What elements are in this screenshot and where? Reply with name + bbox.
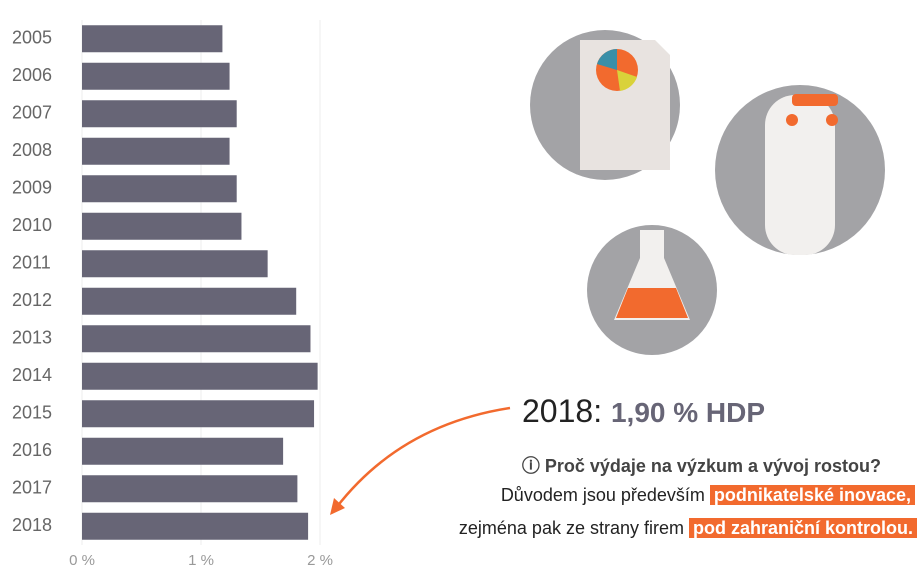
bar [82,400,315,428]
arrow [335,406,511,509]
icon-pie-slice [617,70,637,91]
x-tick-label: 0 % [69,552,95,569]
y-tick-label: 2016 [12,440,52,460]
annotation-year: 2018: 1,90 % HDP [522,393,765,430]
icon-pie-slice [597,49,617,70]
y-tick-label: 2012 [12,290,52,310]
y-tick-label: 2010 [12,215,52,235]
y-tick-label: 2007 [12,103,52,123]
year: 2018: [522,393,603,429]
y-tick-label: 2013 [12,328,52,348]
text: Důvodem jsou především [500,485,705,505]
bar [82,512,309,540]
icons [530,30,885,355]
bar [82,325,311,353]
bar [82,25,223,53]
bar [82,250,268,278]
y-tick-label: 2011 [12,253,51,273]
value: 1,90 % HDP [610,397,766,428]
icon-robot-eye [786,114,798,126]
bar [82,175,237,203]
y-tick-label: 2009 [12,178,52,198]
y-tick-label: 2017 [12,478,52,498]
bar [82,137,230,165]
line2: zejména pak ze strany firem pod zahranič… [459,518,917,539]
bar [82,362,318,390]
bar [82,287,297,315]
line1: Důvodem jsou především podnikatelské ino… [501,485,915,506]
text: zejména pak ze strany firem [458,518,684,538]
y-tick-label: 2006 [12,65,52,85]
question-text: Proč výdaje na výzkum a vývoj rostou? [544,456,881,476]
bar [82,212,242,240]
question: ⓘ Proč výdaje na výzkum a vývoj rostou? [521,456,881,476]
x-tick-label: 1 % [188,552,214,569]
bar [82,100,237,128]
icon-robot-cap [792,94,838,106]
icon-robot-eye [826,114,838,126]
bar [82,475,298,503]
bar [82,437,284,465]
highlight: pod zahraniční kontrolou. [689,518,917,538]
arrow-head [330,498,345,515]
highlight: podnikatelské inovace, [709,485,915,505]
bar [82,62,230,90]
icon-robot-body [765,95,835,255]
icon-flask-liquid [616,288,688,318]
y-tick-label: 2005 [12,28,52,48]
y-tick-label: 2014 [12,365,52,385]
y-tick-label: 2008 [12,140,52,160]
x-tick-label: 2 % [307,552,333,569]
y-tick-label: 2018 [12,515,52,535]
y-tick-label: 2015 [12,403,52,423]
